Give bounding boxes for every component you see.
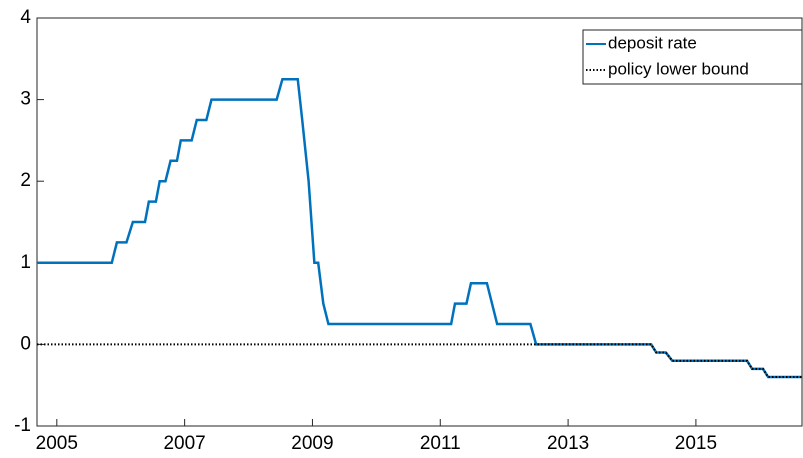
y-tick-label: 0 (20, 333, 31, 354)
x-tick-label: 2007 (163, 433, 205, 454)
legend-box (582, 29, 803, 85)
x-tick-label: 2009 (291, 433, 333, 454)
legend-label: deposit rate (608, 33, 697, 52)
x-tick-label: 2015 (675, 433, 717, 454)
y-tick-label: 4 (20, 7, 31, 28)
y-tick-label: 2 (20, 170, 31, 191)
series-line (37, 343, 802, 379)
x-tick-label: 2005 (36, 433, 78, 454)
y-tick-label: 3 (20, 89, 31, 110)
x-tick-label: 2011 (420, 433, 461, 454)
x-tick-label: 2013 (547, 433, 589, 454)
legend-label: policy lower bound (608, 59, 749, 78)
plot-frame (36, 17, 803, 427)
y-tick-label: -1 (14, 415, 31, 436)
y-tick-label: 1 (20, 252, 31, 273)
